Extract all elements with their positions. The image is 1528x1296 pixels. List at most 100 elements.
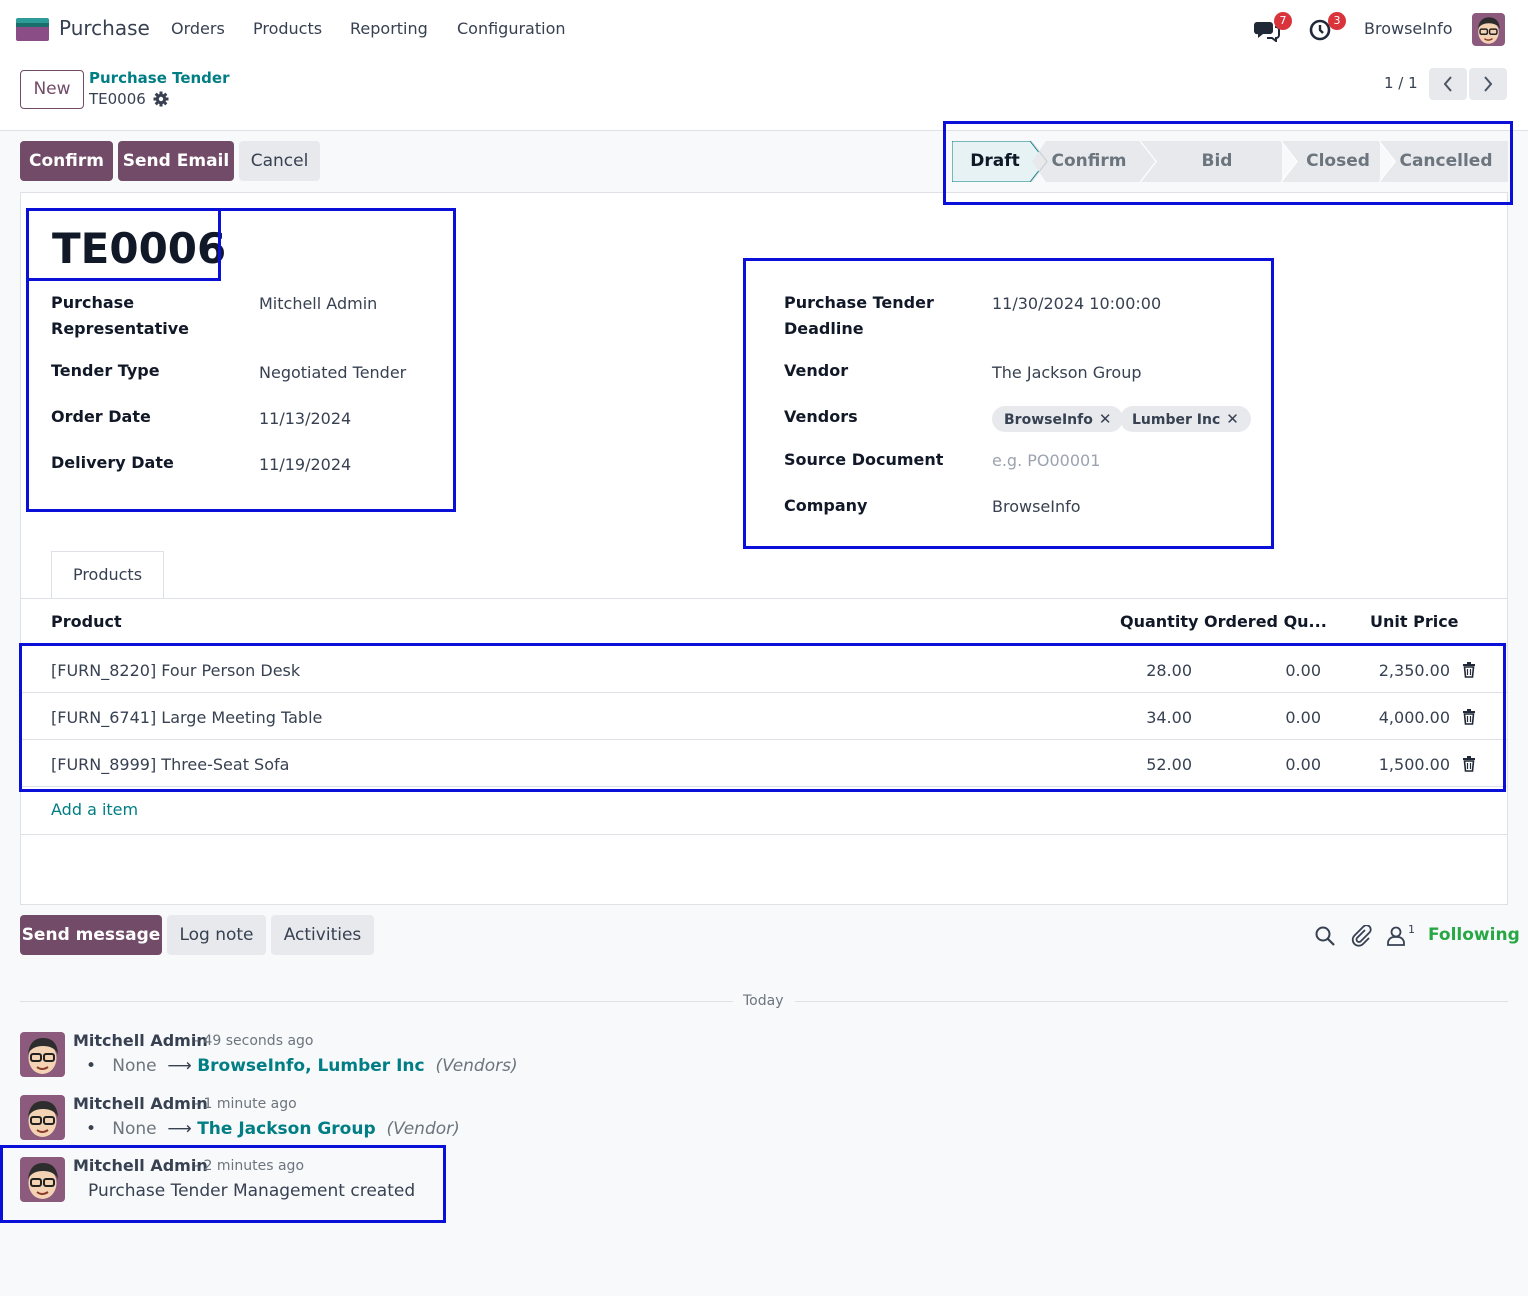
search-icon[interactable]: [1314, 925, 1336, 947]
stage-cancelled[interactable]: Cancelled: [1399, 151, 1493, 171]
avatar[interactable]: [20, 1095, 65, 1140]
product-cell[interactable]: [FURN_6741] Large Meeting Table: [51, 708, 323, 727]
vendor-tag-browseinfo[interactable]: BrowseInfo ✕: [992, 406, 1124, 432]
pager-value[interactable]: 1 / 1: [1384, 74, 1418, 92]
add-item-link[interactable]: Add a item: [51, 800, 139, 819]
user-avatar-icon: [20, 1095, 65, 1140]
deadline-label: Purchase Tender Deadline: [784, 293, 934, 338]
quantity-cell[interactable]: 52.00: [1146, 755, 1192, 774]
log-note-button[interactable]: Log note: [167, 915, 266, 955]
delivery-date-field[interactable]: 11/19/2024: [259, 455, 352, 474]
company-switcher[interactable]: BrowseInfo: [1364, 19, 1453, 38]
field-name: (Vendors): [435, 1056, 518, 1076]
col-ordered-qty-header[interactable]: Ordered Qu...: [1204, 612, 1327, 631]
message-author[interactable]: Mitchell Admin: [73, 1094, 208, 1113]
app-name[interactable]: Purchase: [59, 16, 150, 40]
close-icon[interactable]: ✕: [1226, 410, 1239, 428]
order-date-field[interactable]: 11/13/2024: [259, 409, 352, 428]
stage-bid-selection[interactable]: Bid Selection: [1173, 151, 1262, 212]
paperclip-icon[interactable]: [1351, 925, 1373, 947]
stage-draft[interactable]: Draft: [970, 151, 1020, 171]
table-row[interactable]: [FURN_8220] Four Person Desk 28.00 0.00 …: [21, 646, 1507, 693]
menu-orders[interactable]: Orders: [171, 19, 225, 38]
message-author[interactable]: Mitchell Admin: [73, 1031, 208, 1050]
avatar[interactable]: [20, 1157, 65, 1202]
table-row[interactable]: [FURN_8999] Three-Seat Sofa 52.00 0.00 1…: [21, 740, 1507, 787]
stage-confirm[interactable]: Confirm: [1051, 151, 1127, 171]
send-message-button[interactable]: Send message: [20, 915, 162, 955]
message-author[interactable]: Mitchell Admin: [73, 1156, 208, 1175]
message-time: - 49 seconds ago: [194, 1033, 314, 1049]
record-title[interactable]: TE0006: [52, 224, 227, 273]
source-document-input[interactable]: e.g. PO00001: [992, 451, 1101, 470]
message-body: Purchase Tender Management created: [88, 1181, 416, 1201]
quantity-cell[interactable]: 28.00: [1146, 661, 1192, 680]
stage-closed[interactable]: Closed: [1306, 151, 1370, 171]
confirm-button[interactable]: Confirm: [20, 141, 113, 181]
tracking-change: • None ⟶ The Jackson Group (Vendor): [86, 1119, 460, 1139]
followers-count[interactable]: 1: [1408, 923, 1415, 936]
col-unit-price-header[interactable]: Unit Price: [1370, 612, 1459, 631]
deadline-field[interactable]: 11/30/2024 10:00:00: [992, 294, 1162, 313]
breadcrumb-parent[interactable]: Purchase Tender: [89, 69, 230, 87]
quantity-cell[interactable]: 34.00: [1146, 708, 1192, 727]
user-icon[interactable]: [1385, 925, 1407, 947]
add-item-divider: [21, 834, 1507, 835]
tender-type-label: Tender Type: [51, 361, 160, 380]
trash-icon[interactable]: [1462, 662, 1476, 678]
date-divider-right: [795, 1001, 1508, 1002]
user-avatar[interactable]: [1472, 13, 1505, 46]
chevron-left-icon: [1443, 76, 1452, 92]
field-name: (Vendor): [386, 1119, 460, 1139]
send-email-button[interactable]: Send Email: [118, 141, 234, 181]
gear-icon[interactable]: [153, 91, 169, 107]
vendor-field[interactable]: The Jackson Group: [992, 363, 1142, 382]
company-field[interactable]: BrowseInfo: [992, 497, 1081, 516]
pager-previous-button[interactable]: [1429, 68, 1467, 100]
form-sheet: [20, 192, 1508, 905]
new-value: The Jackson Group: [197, 1119, 376, 1139]
table-row[interactable]: [FURN_6741] Large Meeting Table 34.00 0.…: [21, 693, 1507, 740]
vendor-tag-label: BrowseInfo: [1004, 412, 1093, 428]
close-icon[interactable]: ✕: [1098, 410, 1112, 428]
new-value: BrowseInfo, Lumber Inc: [197, 1056, 425, 1076]
avatar[interactable]: [20, 1032, 65, 1077]
activities-button[interactable]: 3: [1306, 12, 1346, 44]
ordered-qty-cell: 0.00: [1285, 661, 1321, 680]
tracking-change: • None ⟶ BrowseInfo, Lumber Inc (Vendors…: [86, 1056, 518, 1076]
following-button[interactable]: Following: [1428, 925, 1520, 945]
new-button[interactable]: New: [20, 70, 84, 109]
product-cell[interactable]: [FURN_8999] Three-Seat Sofa: [51, 755, 290, 774]
date-divider-left: [20, 1001, 733, 1002]
unit-price-cell[interactable]: 4,000.00: [1378, 708, 1450, 727]
purchase-app-icon[interactable]: [16, 18, 49, 41]
tab-divider: [21, 598, 1507, 599]
pager-next-button[interactable]: [1469, 68, 1507, 100]
vendor-tag-lumber-inc[interactable]: Lumber Inc ✕: [1120, 406, 1251, 432]
tab-products[interactable]: Products: [51, 551, 164, 599]
control-panel: New Purchase Tender TE0006 1 / 1: [0, 58, 1528, 131]
menu-reporting[interactable]: Reporting: [350, 19, 428, 38]
menu-products[interactable]: Products: [253, 19, 323, 38]
unit-price-cell[interactable]: 1,500.00: [1378, 755, 1450, 774]
vendors-label: Vendors: [784, 407, 858, 426]
messages-button[interactable]: 7: [1252, 12, 1292, 44]
trash-icon[interactable]: [1462, 709, 1476, 725]
purchase-representative-field[interactable]: Mitchell Admin: [259, 294, 378, 313]
product-cell[interactable]: [FURN_8220] Four Person Desk: [51, 661, 301, 680]
messages-badge: 7: [1274, 12, 1292, 30]
breadcrumb-current: TE0006: [89, 90, 146, 108]
activities-button-chatter[interactable]: Activities: [271, 915, 374, 955]
cancel-button[interactable]: Cancel: [239, 141, 320, 181]
unit-price-cell[interactable]: 2,350.00: [1378, 661, 1450, 680]
order-date-label: Order Date: [51, 407, 151, 426]
tender-type-field[interactable]: Negotiated Tender: [259, 363, 407, 382]
ordered-qty-cell: 0.00: [1285, 708, 1321, 727]
trash-icon[interactable]: [1462, 756, 1476, 772]
col-product-header[interactable]: Product: [51, 612, 122, 631]
menu-configuration[interactable]: Configuration: [457, 19, 566, 38]
top-navbar: Purchase Orders Products Reporting Confi…: [0, 0, 1528, 58]
clock-icon: [1309, 19, 1331, 41]
col-quantity-header[interactable]: Quantity: [1120, 612, 1199, 631]
message-time: - 2 minutes ago: [194, 1158, 305, 1174]
